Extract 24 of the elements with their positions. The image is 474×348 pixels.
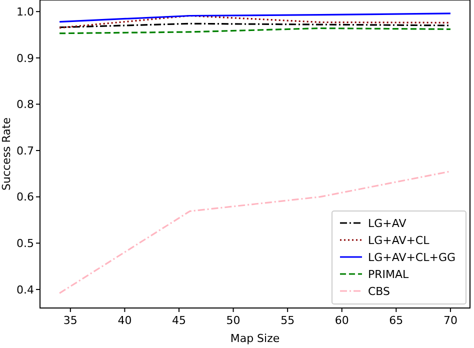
x-tick-label: 45 <box>172 314 186 327</box>
legend-label: LG+AV <box>368 216 407 230</box>
y-tick-label: 0.9 <box>16 52 34 65</box>
line-series <box>58 12 452 23</box>
x-axis-title: Map Size <box>230 332 280 345</box>
y-tick-label: 0.5 <box>16 237 34 250</box>
line-series <box>58 14 452 29</box>
x-tick-label: 50 <box>226 314 240 327</box>
x-tick-label: 70 <box>443 314 458 327</box>
legend-label: LG+AV+CL+GG <box>368 250 456 264</box>
y-tick-label: 0.7 <box>16 144 34 158</box>
legend-label: LG+AV+CL <box>368 234 430 247</box>
legend-label: CBS <box>368 284 390 298</box>
x-tick-label: 55 <box>280 314 295 327</box>
y-tick-label: 0.8 <box>16 98 34 112</box>
x-tick-label: 65 <box>389 314 404 327</box>
y-tick-label: 1.0 <box>16 5 34 18</box>
x-tick-label: 35 <box>63 314 78 327</box>
y-tick-label: 0.6 <box>16 190 34 204</box>
x-tick-label: 40 <box>118 314 132 327</box>
y-axis-title: Success Rate <box>0 117 13 190</box>
x-tick-label: 60 <box>334 314 349 327</box>
legend-label: PRIMAL <box>368 268 410 281</box>
y-tick-label: 0.4 <box>16 283 34 296</box>
